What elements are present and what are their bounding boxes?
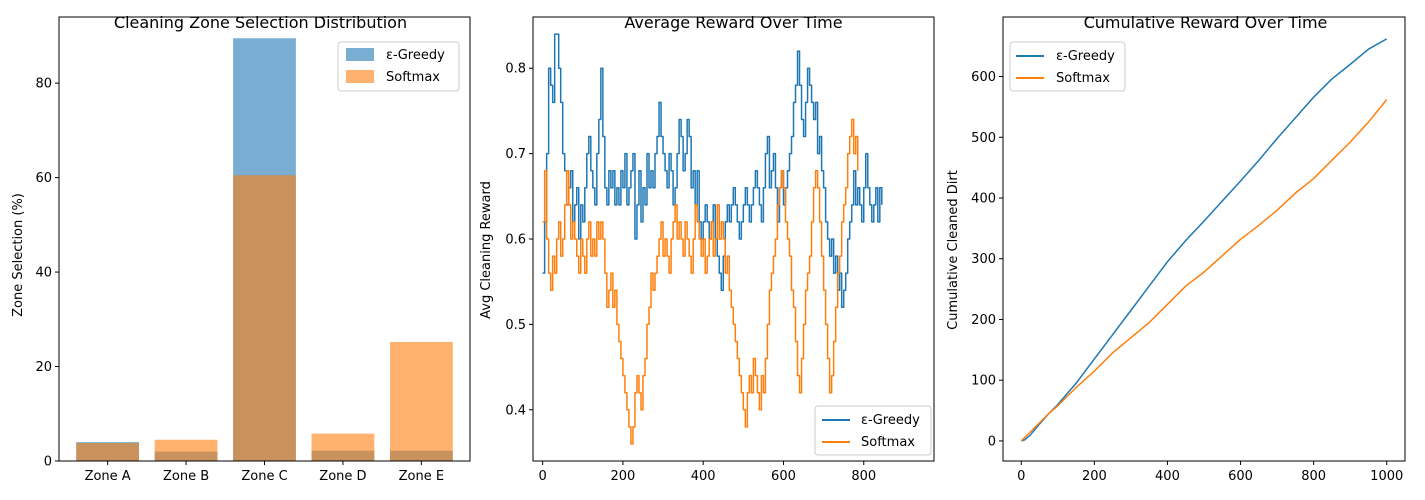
chart-title: Cleaning Zone Selection Distribution <box>114 13 407 32</box>
chart-title: Average Reward Over Time <box>624 13 842 32</box>
plot-area: 0 100 200 300 400 500 600 0 200 400 600 800 1000 <box>971 16 1406 484</box>
x-tick-label: Zone C <box>241 469 287 484</box>
y-tick-label: 300 <box>971 252 996 267</box>
legend: ε-Greedy Softmax <box>814 405 932 456</box>
legend-label-softmax: Softmax <box>861 435 915 450</box>
series-line-softmax <box>1020 99 1388 442</box>
y-tick-label: 20 <box>35 360 52 375</box>
y-axis-label: Zone Selection (%) <box>11 193 26 317</box>
x-tick-label: 0 <box>538 469 546 484</box>
plot-area: 0 20 40 60 80 Zone A Zone B Zone C Zone D Zone E <box>35 16 471 484</box>
legend-label-egreedy: ε-Greedy <box>861 413 920 428</box>
legend: ε-Greedy Softmax <box>1009 41 1126 92</box>
x-tick-label: 400 <box>1155 469 1180 484</box>
y-tick-label: 400 <box>971 192 996 207</box>
x-tick-label: 1000 <box>1370 469 1403 484</box>
x-tick-label: Zone B <box>163 469 209 484</box>
y-axis-label: Avg Cleaning Reward <box>479 181 494 319</box>
x-tick-label: 400 <box>691 469 716 484</box>
y-tick-label: 0 <box>44 455 52 470</box>
x-tick-label: 200 <box>610 469 635 484</box>
legend-label-egreedy: ε-Greedy <box>386 48 445 63</box>
x-tick-label: Zone A <box>85 469 131 484</box>
x-tick-label: Zone D <box>319 469 366 484</box>
plot-area: 0.4 0.5 0.6 0.7 0.8 0 200 400 600 800 <box>505 16 935 484</box>
chart-title: Cumulative Reward Over Time <box>1084 13 1328 32</box>
x-tick-label: 800 <box>851 469 876 484</box>
y-tick-label: 100 <box>971 374 996 389</box>
bar-softmax <box>389 341 453 461</box>
y-tick-label: 0 <box>988 434 996 449</box>
bar-softmax <box>154 439 218 461</box>
bar-softmax <box>311 433 375 461</box>
y-tick-label: 40 <box>35 266 52 281</box>
y-tick-label: 60 <box>35 171 52 186</box>
legend-swatch-egreedy <box>346 48 374 61</box>
legend-label-softmax: Softmax <box>386 70 440 85</box>
average-reward-chart: Average Reward Over Time Avg Cleaning Re… <box>479 13 935 484</box>
y-axis-label: Cumulative Cleaned Dirt <box>946 170 961 330</box>
series-line-egreedy <box>542 33 883 309</box>
series-line-softmax <box>542 118 859 445</box>
y-tick-label: 500 <box>971 131 996 146</box>
legend: ε-Greedy Softmax <box>337 41 460 92</box>
x-tick-label: 800 <box>1301 469 1326 484</box>
zone-selection-chart: Cleaning Zone Selection Distribution Zon… <box>11 13 471 484</box>
x-tick-label: 600 <box>771 469 796 484</box>
x-tick-label: 200 <box>1082 469 1107 484</box>
x-tick-label: 0 <box>1017 469 1025 484</box>
y-tick-label: 0.4 <box>505 403 526 418</box>
y-tick-label: 600 <box>971 70 996 85</box>
x-tick-label: Zone E <box>399 469 444 484</box>
y-tick-label: 0.5 <box>505 318 526 333</box>
y-tick-label: 0.6 <box>505 233 526 248</box>
axes-frame <box>1002 16 1406 462</box>
y-tick-label: 200 <box>971 313 996 328</box>
x-tick-label: 600 <box>1228 469 1253 484</box>
y-tick-label: 0.8 <box>505 62 526 77</box>
legend-label-egreedy: ε-Greedy <box>1056 49 1115 64</box>
bar-softmax <box>233 175 296 461</box>
legend-label-softmax: Softmax <box>1056 71 1110 86</box>
bar-softmax <box>76 443 140 461</box>
legend-swatch-softmax <box>346 70 374 83</box>
y-tick-label: 80 <box>35 77 52 92</box>
y-tick-label: 0.7 <box>505 147 526 162</box>
cumulative-reward-chart: Cumulative Reward Over Time Cumulative C… <box>946 13 1406 484</box>
